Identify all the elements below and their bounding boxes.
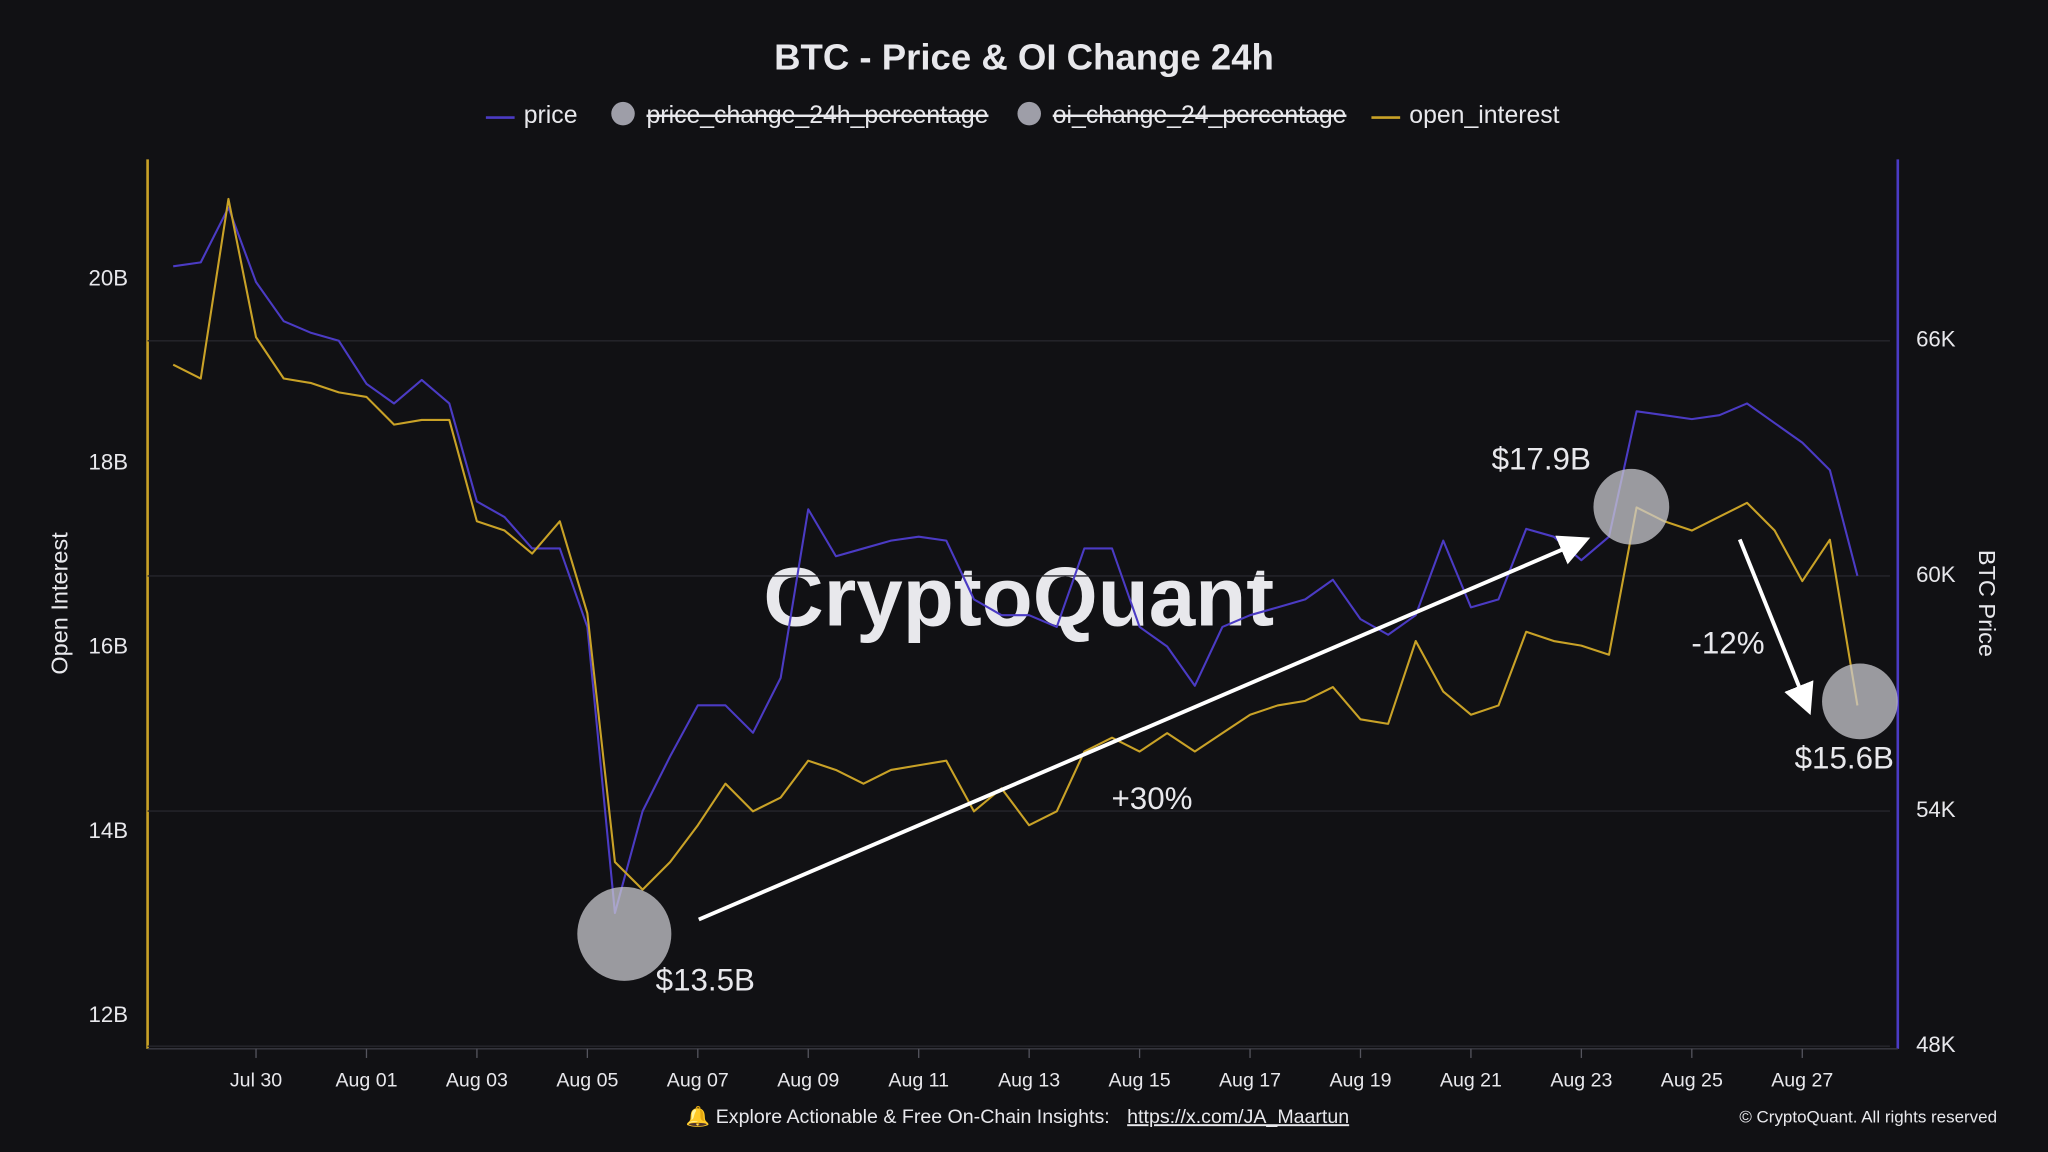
copyright: © CryptoQuant. All rights reserved — [1739, 1108, 1997, 1127]
legend-label: open_interest — [1409, 102, 1559, 129]
x-tick-label: Aug 23 — [1550, 1070, 1612, 1092]
x-tick-label: Jul 30 — [230, 1070, 282, 1092]
y2-tick-label: 60K — [1916, 562, 1956, 587]
y-tick-label: 16B — [89, 634, 128, 659]
x-tick-label: Aug 01 — [335, 1070, 397, 1092]
x-tick-label: Aug 13 — [998, 1070, 1060, 1092]
series-line — [172, 197, 1859, 891]
y-tick-label: 14B — [89, 818, 128, 843]
y-tick-label: 18B — [89, 449, 128, 474]
x-tick-label: Aug 15 — [1109, 1070, 1171, 1092]
bell-icon: 🔔 — [686, 1105, 710, 1128]
legend-label: price — [524, 102, 578, 129]
legend-symbol — [1017, 101, 1041, 126]
x-tick-label: Aug 05 — [556, 1070, 618, 1092]
y-tick-label: 20B — [89, 265, 128, 290]
x-tick-label: Aug 27 — [1771, 1070, 1833, 1092]
arrow — [698, 535, 1591, 922]
y2-axis-title: BTC Price — [1974, 550, 2000, 657]
x-tick-label: Aug 09 — [777, 1070, 839, 1092]
footer-link[interactable]: https://x.com/JA_Maartun — [1127, 1106, 1349, 1128]
annotation: -12% — [1691, 626, 1764, 661]
x-tick-label: Aug 03 — [446, 1070, 508, 1092]
annotation: $15.6B — [1795, 740, 1894, 775]
annotation: $13.5B — [656, 962, 755, 997]
x-tick-label: Aug 21 — [1440, 1070, 1502, 1092]
y2-tick-label: 48K — [1916, 1032, 1956, 1057]
x-tick-label: Aug 11 — [888, 1070, 949, 1092]
y2-tick-label: 66K — [1916, 327, 1956, 352]
chart-title: BTC - Price & OI Change 24h — [774, 37, 1274, 78]
x-tick-label: Aug 25 — [1661, 1070, 1723, 1092]
highlight-circle — [1593, 468, 1670, 545]
annotation: $17.9B — [1492, 441, 1591, 476]
highlight-circle — [1822, 663, 1898, 740]
legend-symbol — [611, 101, 635, 126]
y-axis-title: Open Interest — [47, 532, 73, 675]
x-tick-label: Aug 07 — [667, 1070, 729, 1092]
x-tick-label: Aug 17 — [1219, 1070, 1281, 1092]
x-tick-label: Aug 19 — [1329, 1070, 1391, 1092]
legend-label: oi_change_24_percentage — [1053, 102, 1347, 129]
y2-tick-label: 54K — [1916, 797, 1956, 822]
arrow — [1737, 538, 1814, 716]
legend-label: price_change_24h_percentage — [647, 102, 989, 129]
annotation: +30% — [1112, 781, 1193, 816]
watermark: CryptoQuant — [763, 550, 1274, 644]
y-tick-label: 12B — [89, 1002, 128, 1027]
footer-text: Explore Actionable & Free On-Chain Insig… — [716, 1106, 1110, 1128]
highlight-circle — [577, 886, 672, 981]
